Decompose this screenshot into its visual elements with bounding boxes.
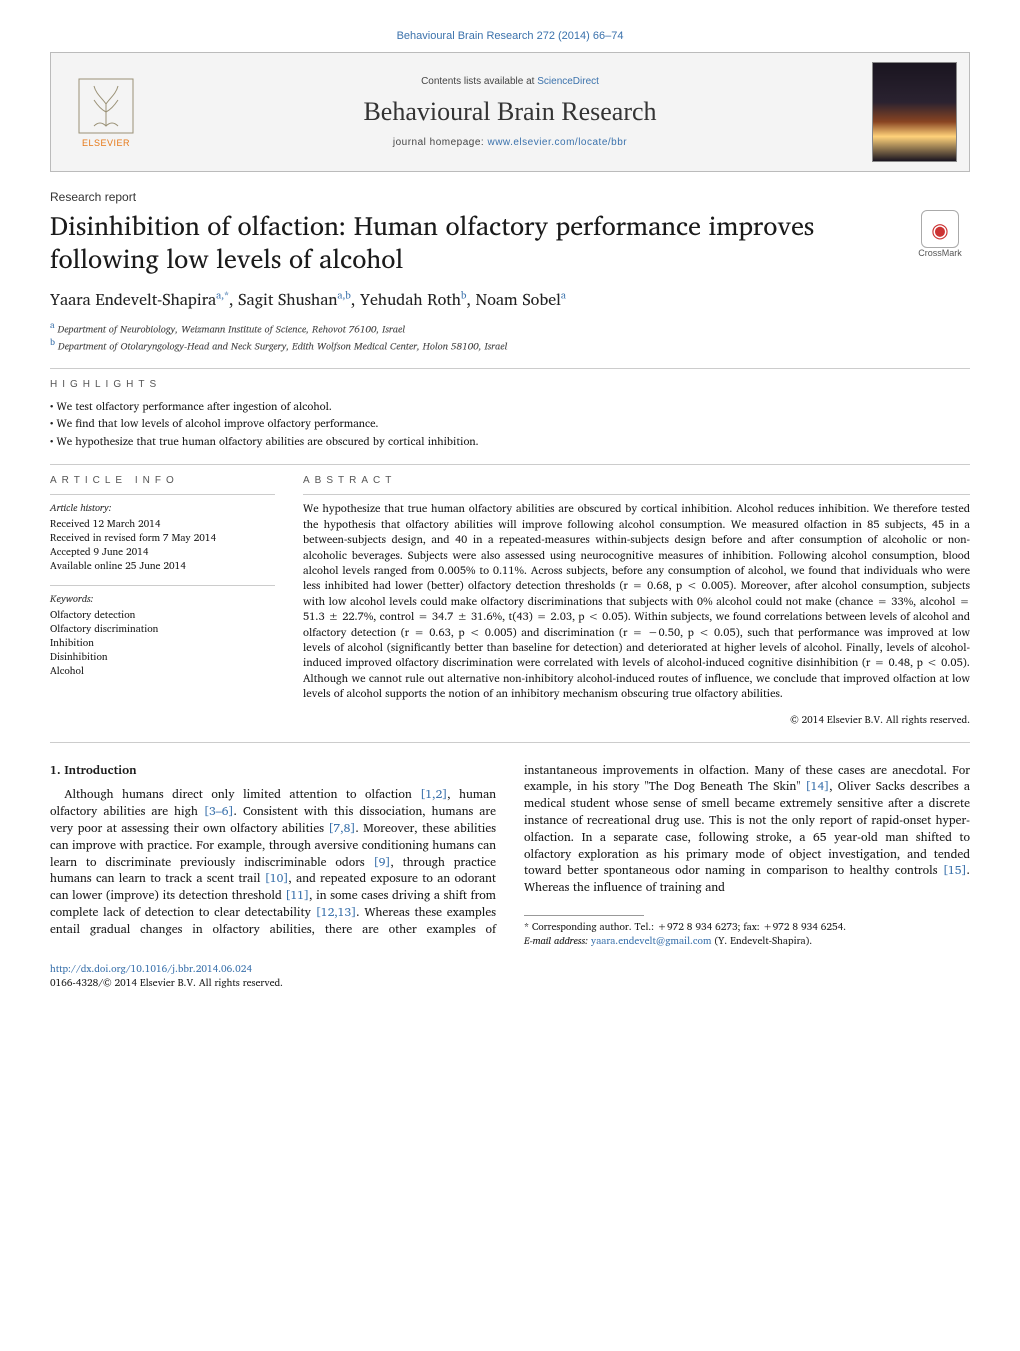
authors-list: Yaara Endevelt-Shapiraa,*, Sagit Shushan…: [50, 287, 970, 313]
copyright-line: © 2014 Elsevier B.V. All rights reserved…: [303, 712, 970, 728]
history-line: Received 12 March 2014: [50, 517, 275, 531]
highlight-item: We find that low levels of alcohol impro…: [50, 415, 970, 433]
journal-cover-thumbnail: [872, 62, 957, 162]
running-citation: Behavioural Brain Research 272 (2014) 66…: [50, 30, 970, 42]
crossmark-label: CrossMark: [910, 248, 970, 258]
email-author-name: (Y. Endevelt-Shapira).: [711, 933, 812, 949]
journal-header: ELSEVIER Contents lists available at Sci…: [50, 52, 970, 172]
journal-title: Behavioural Brain Research: [161, 97, 859, 127]
doi-block: http://dx.doi.org/10.1016/j.bbr.2014.06.…: [50, 962, 970, 990]
keyword: Alcohol: [50, 664, 275, 678]
corresponding-email-link[interactable]: yaara.endevelt@gmail.com: [591, 933, 712, 949]
homepage-prefix: journal homepage:: [393, 137, 488, 148]
crossmark-badge[interactable]: ◉ CrossMark: [910, 210, 970, 258]
highlights-heading: highlights: [50, 379, 970, 390]
history-line: Accepted 9 June 2014: [50, 545, 275, 559]
history-line: Received in revised form 7 May 2014: [50, 531, 275, 545]
elsevier-tree-icon: [71, 76, 141, 136]
issn-copyright: 0166-4328/© 2014 Elsevier B.V. All right…: [50, 975, 283, 991]
keyword: Inhibition: [50, 636, 275, 650]
affiliations: a Department of Neurobiology, Weizmann I…: [50, 319, 970, 354]
crossmark-icon: ◉: [921, 210, 959, 248]
highlight-item: We test olfactory performance after inge…: [50, 398, 970, 416]
keywords-block: Keywords: Olfactory detectionOlfactory d…: [50, 592, 275, 678]
publisher-name: ELSEVIER: [82, 138, 130, 148]
contents-prefix: Contents lists available at: [421, 76, 537, 87]
keywords-label: Keywords:: [50, 592, 275, 606]
report-type: Research report: [50, 190, 970, 204]
sciencedirect-link[interactable]: ScienceDirect: [537, 76, 599, 87]
abstract-text: We hypothesize that true human olfactory…: [303, 501, 970, 701]
history-line: Available online 25 June 2014: [50, 559, 275, 573]
corresponding-footnote: * Corresponding author. Tel.: +972 8 934…: [524, 920, 970, 948]
corresponding-line: * Corresponding author. Tel.: +972 8 934…: [524, 920, 970, 934]
email-label: E-mail address:: [524, 933, 591, 949]
keyword: Disinhibition: [50, 650, 275, 664]
intro-heading: 1. Introduction: [50, 763, 496, 780]
abstract-heading: abstract: [303, 475, 970, 486]
keyword: Olfactory discrimination: [50, 622, 275, 636]
highlight-item: We hypothesize that true human olfactory…: [50, 433, 970, 451]
highlights-list: We test olfactory performance after inge…: [50, 398, 970, 451]
homepage-line: journal homepage: www.elsevier.com/locat…: [161, 137, 859, 148]
homepage-link[interactable]: www.elsevier.com/locate/bbr: [487, 137, 627, 148]
publisher-block: ELSEVIER: [51, 53, 161, 171]
article-info-heading: article info: [50, 475, 275, 486]
article-history: Article history: Received 12 March 2014R…: [50, 501, 275, 573]
article-title: Disinhibition of olfaction: Human olfact…: [50, 210, 890, 275]
keyword: Olfactory detection: [50, 608, 275, 622]
contents-line: Contents lists available at ScienceDirec…: [161, 76, 859, 87]
history-label: Article history:: [50, 501, 275, 515]
